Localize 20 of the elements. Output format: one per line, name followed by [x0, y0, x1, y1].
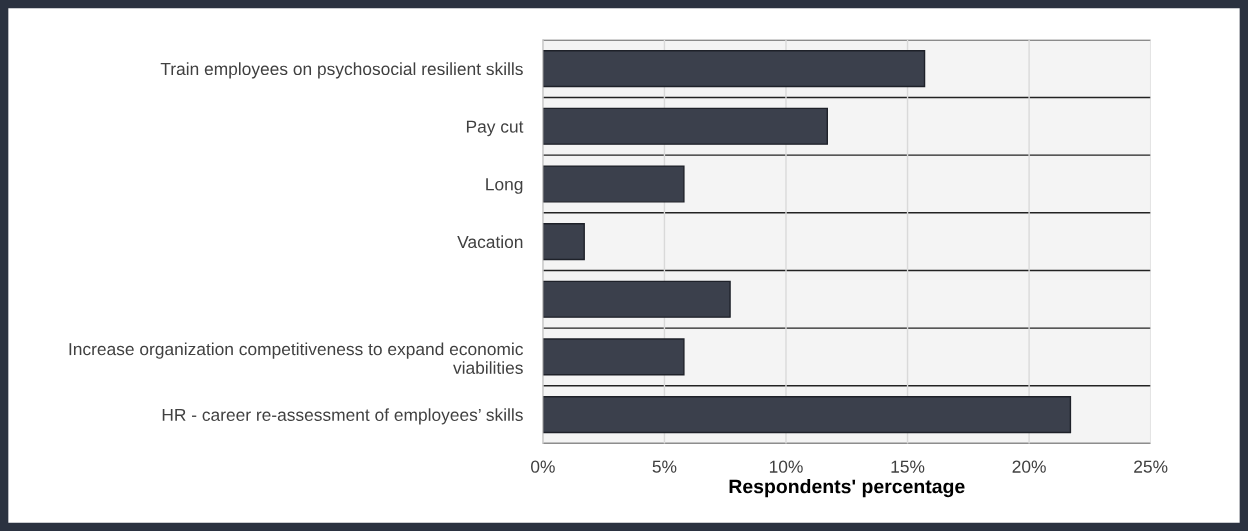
bar — [542, 50, 926, 88]
y-tick-label: Increase organization competitiveness to expand economic viabilities — [69, 342, 524, 374]
y-tick-label: Vacation — [457, 235, 523, 249]
y-tick-label: HR - career re-assessment of employees’ skills — [162, 408, 523, 425]
x-tick-label: 10% — [769, 460, 803, 473]
y-tick-label: Long — [486, 178, 523, 194]
y-tick-label: Train employees on psychosocial resilient skills — [160, 62, 523, 79]
x-tick-label: 15% — [891, 460, 925, 473]
bar — [542, 395, 1072, 434]
x-axis-title: Respondents' percentage — [729, 479, 965, 498]
x-tick-label: 5% — [652, 460, 677, 473]
bar — [542, 107, 829, 145]
y-tick-label: Pay cut — [466, 120, 524, 137]
x-tick-label: 0% — [531, 460, 555, 473]
bar — [542, 223, 585, 261]
x-tick-label: 25% — [1134, 460, 1168, 473]
bar — [542, 338, 685, 376]
bar — [542, 280, 731, 318]
x-tick-label: 20% — [1012, 460, 1046, 473]
bar — [542, 165, 685, 203]
